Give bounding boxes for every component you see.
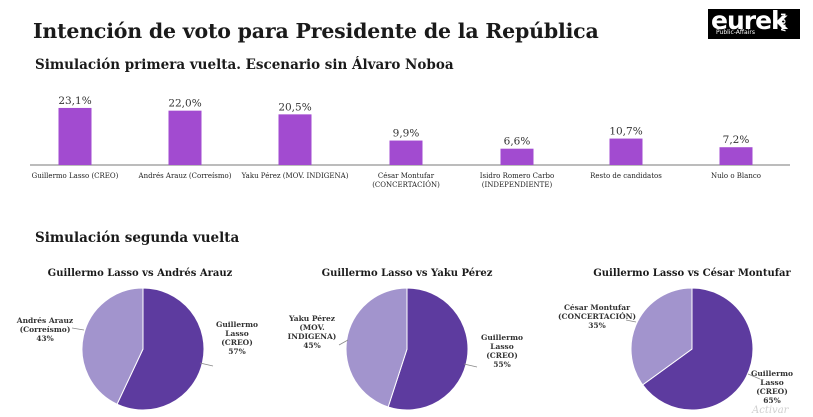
bar bbox=[389, 140, 423, 165]
pie-slice-label: César Montufar bbox=[564, 303, 631, 312]
pie-slice-label: Yaku Pérez bbox=[288, 314, 335, 323]
bar-data-label: 22,0% bbox=[168, 98, 201, 110]
eureknow-logo: eurek Public-Affairs now bbox=[708, 6, 800, 39]
pie-slice bbox=[116, 287, 205, 411]
pie-slice-label: INDIGENA) bbox=[288, 332, 337, 341]
bar-data-label: 7,2% bbox=[723, 134, 750, 146]
pie-slice bbox=[641, 287, 754, 411]
bar-data-label: 23,1% bbox=[58, 95, 91, 107]
pie-slice-label: 55% bbox=[493, 360, 511, 369]
pie-slice bbox=[345, 287, 408, 408]
bar-data-label: 10,7% bbox=[609, 126, 642, 138]
pie-title: Guillermo Lasso vs César Montufar bbox=[593, 268, 791, 279]
pie-slice-label: Lasso bbox=[490, 342, 514, 351]
bar-data-label: 20,5% bbox=[278, 101, 311, 113]
bar-category-label: Andrés Arauz (Correísmo) bbox=[138, 172, 232, 180]
pie-slice-label: Guillermo bbox=[481, 333, 523, 342]
bar bbox=[58, 107, 92, 165]
pie-slice-label: Guillermo bbox=[216, 320, 258, 329]
pie-slice-label: 57% bbox=[228, 347, 246, 356]
pie-slice-label: Lasso bbox=[225, 329, 249, 338]
pie-slice bbox=[387, 287, 469, 411]
pie-slice-label: (Correísmo) bbox=[20, 325, 71, 334]
bar-category-label: Nulo o Blanco bbox=[711, 172, 761, 180]
pie-leader-line bbox=[747, 373, 761, 380]
bar-category-label: Isidro Romero Carbo bbox=[480, 172, 554, 180]
page-title: Intención de voto para Presidente de la … bbox=[33, 19, 599, 43]
bar-category-label: (CONCERTACIÓN) bbox=[372, 180, 440, 189]
bar bbox=[278, 114, 312, 165]
pie-leader-line bbox=[338, 339, 349, 346]
pie-leader-line bbox=[463, 363, 478, 368]
bar-category-label: Yaku Pérez (MOV. INDIGENA) bbox=[241, 172, 349, 180]
bar-category-label: César Montufar bbox=[378, 172, 435, 180]
bar-category-label: (INDEPENDIENTE) bbox=[482, 181, 553, 189]
bar bbox=[168, 110, 202, 165]
pie-slice-label: 35% bbox=[588, 321, 606, 330]
pie-slice-label: (CREO) bbox=[486, 351, 518, 360]
pie-slice bbox=[630, 287, 693, 386]
bar bbox=[500, 148, 534, 165]
bar-chart-title: Simulación primera vuelta. Escenario sin… bbox=[35, 57, 454, 73]
pie-slice-label: Andrés Arauz bbox=[16, 316, 73, 325]
bar bbox=[609, 138, 643, 165]
pie-slice-label: 65% bbox=[763, 396, 781, 405]
pie-slice-label: (CONCERTACIÓN) bbox=[558, 312, 636, 321]
pie-leader-line bbox=[625, 319, 637, 323]
second-round-title: Simulación segunda vuelta bbox=[35, 230, 240, 246]
pie-title: Guillermo Lasso vs Andrés Arauz bbox=[48, 268, 233, 279]
pie-slice-label: 45% bbox=[303, 341, 321, 350]
bar-category-label: Resto de candidatos bbox=[590, 172, 662, 180]
pie-slice-label: (MOV. bbox=[299, 323, 324, 332]
bar-category-label: Guillermo Lasso (CREO) bbox=[32, 172, 119, 180]
pie-slice-label: (CREO) bbox=[756, 387, 788, 396]
logo-brand: eurek bbox=[711, 6, 788, 35]
pie-slice bbox=[81, 287, 144, 405]
pie-slice-label: Guillermo bbox=[751, 369, 793, 378]
pie-title: Guillermo Lasso vs Yaku Pérez bbox=[322, 268, 493, 279]
bar bbox=[719, 147, 753, 165]
bar-data-label: 6,6% bbox=[504, 136, 531, 148]
logo-tagline: Public-Affairs bbox=[716, 29, 755, 36]
pie-slice-label: 43% bbox=[36, 334, 54, 343]
pie-slice-label: Lasso bbox=[760, 378, 784, 387]
pie-leader-line bbox=[199, 362, 214, 367]
pie-leader-line bbox=[71, 327, 85, 331]
bar-data-label: 9,9% bbox=[393, 128, 420, 140]
pie-slice-label: (CREO) bbox=[221, 338, 253, 347]
